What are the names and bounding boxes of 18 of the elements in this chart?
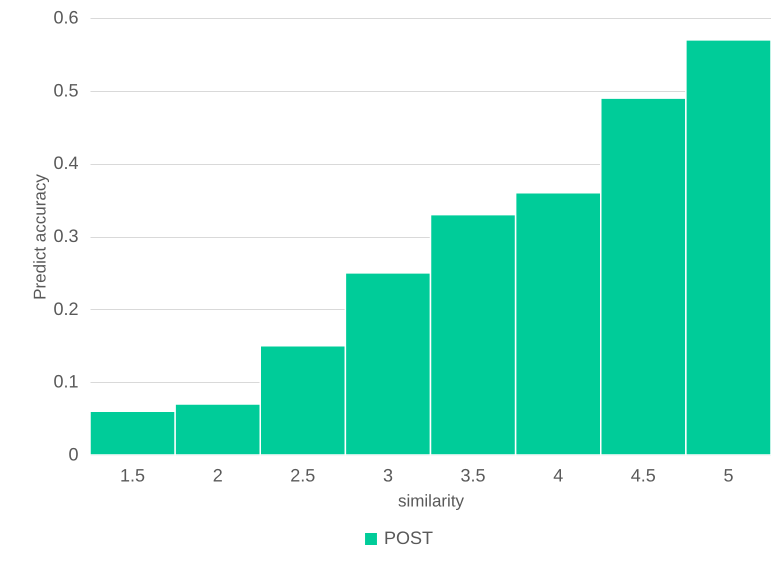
x-tick-label: 2.5 — [290, 466, 316, 486]
y-tick-label: 0 — [68, 444, 78, 464]
y-tick-label: 0.5 — [53, 80, 78, 100]
x-tick-label: 3.5 — [460, 466, 486, 486]
x-axis-title: similarity — [398, 492, 465, 510]
legend-label: POST — [384, 528, 434, 548]
y-tick-label: 0.3 — [53, 226, 78, 246]
x-tick-label: 2 — [212, 466, 223, 486]
x-tick-label: 4 — [553, 466, 564, 486]
y-tick-label: 0.4 — [53, 153, 78, 174]
y-tick-label: 0.1 — [53, 372, 78, 392]
y-tick-label: 0.6 — [53, 8, 78, 28]
x-tick-label: 5 — [723, 466, 734, 486]
y-tick-label: 0.2 — [53, 298, 78, 319]
x-tick-label: 1.5 — [120, 466, 146, 486]
x-tick-label: 3 — [382, 466, 393, 486]
y-axis-title: Predict accuracy — [30, 174, 50, 300]
x-tick-label: 4.5 — [630, 466, 656, 486]
